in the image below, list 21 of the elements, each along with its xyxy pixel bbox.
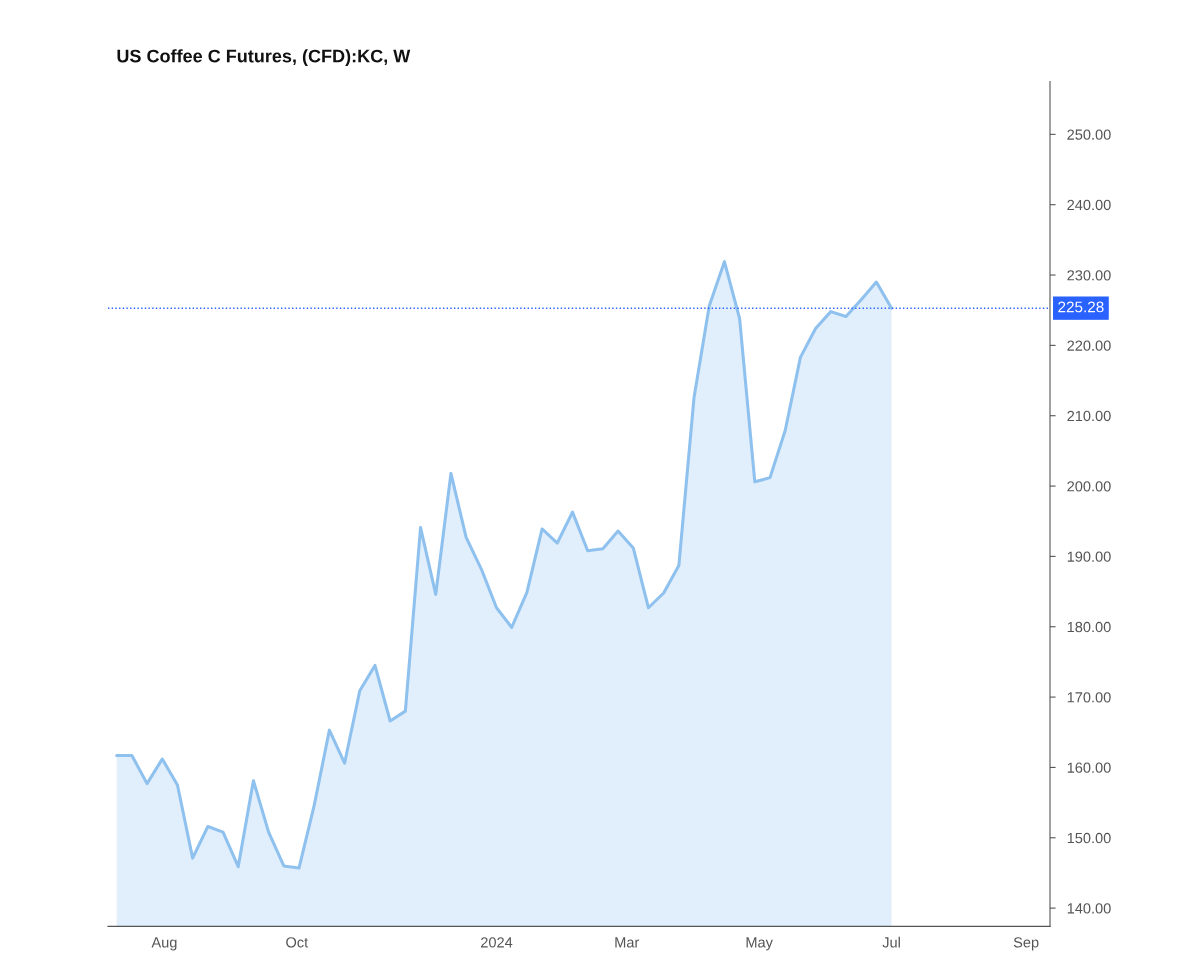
y-tick-label: 140.00 — [1067, 903, 1111, 914]
y-tick-label: 180.00 — [1067, 621, 1111, 633]
x-tick-label: Aug — [151, 937, 177, 951]
chart-title: US Coffee C Futures, (CFD):KC, W — [117, 49, 411, 67]
y-tick-label: 190.00 — [1067, 551, 1111, 562]
y-tick-label: 230.00 — [1067, 270, 1111, 281]
y-tick-label: 160.00 — [1067, 762, 1111, 773]
y-tick-label: 150.00 — [1067, 832, 1111, 844]
y-tick-label: 210.00 — [1067, 410, 1111, 422]
y-tick-label: 220.00 — [1067, 340, 1111, 351]
y-tick-label: 240.00 — [1067, 199, 1111, 211]
y-tick-label: 250.00 — [1067, 129, 1111, 140]
x-tick-label: Jul — [882, 936, 900, 948]
x-tick-label: 2024 — [481, 937, 513, 948]
ref-line-label: 225.28 — [1058, 301, 1104, 313]
y-tick-label: 170.00 — [1067, 692, 1111, 703]
y-tick-label: 200.00 — [1067, 481, 1111, 492]
x-tick-label: Mar — [615, 937, 640, 948]
x-tick-label: May — [746, 937, 773, 951]
x-tick-label: Sep — [1013, 937, 1039, 951]
x-tick-label: Oct — [286, 937, 309, 948]
